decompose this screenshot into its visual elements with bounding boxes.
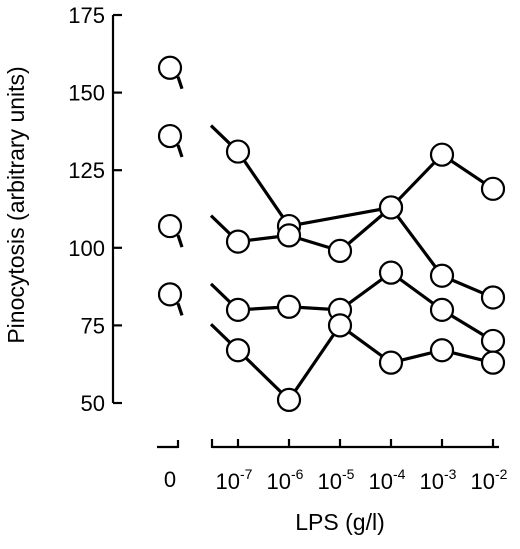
- control-tail: [176, 144, 184, 158]
- data-point-series-3: [378, 260, 404, 285]
- series-group: [209, 124, 494, 402]
- data-point-series-2: [429, 263, 455, 288]
- control-tail: [176, 76, 184, 90]
- data-point-series-3: [276, 294, 302, 319]
- y-tick-label: 175: [68, 3, 105, 28]
- y-axis-label: Pinocytosis (arbitrary units): [3, 66, 29, 343]
- data-point-series-1: [480, 176, 506, 201]
- series-line-4: [209, 323, 494, 402]
- data-point-series-2: [225, 229, 251, 254]
- data-point-control: [157, 123, 183, 149]
- y-tick-label: 125: [68, 158, 105, 183]
- control-tail: [176, 234, 184, 248]
- data-point-series-1: [225, 139, 251, 164]
- x-tick-label: 10-6: [267, 466, 304, 494]
- data-point-series-4: [276, 387, 302, 412]
- data-point-series-3: [225, 297, 251, 322]
- data-point-series-2: [480, 285, 506, 310]
- data-point-series-3: [429, 297, 455, 322]
- x-tick-label-control: 0: [164, 467, 176, 492]
- data-point-control: [157, 55, 183, 80]
- data-point-series-4: [327, 313, 353, 338]
- data-point-control: [157, 213, 183, 239]
- control-tail: [176, 302, 184, 316]
- x-tick-label: 10-4: [369, 466, 406, 494]
- data-point-series-4: [429, 338, 455, 363]
- data-point-series-2: [327, 238, 353, 264]
- y-tick-label: 150: [68, 81, 105, 106]
- y-tick-label: 100: [68, 236, 105, 261]
- data-point-control: [157, 282, 183, 307]
- points-group: [157, 55, 506, 412]
- data-point-series-4: [225, 338, 251, 363]
- x-tick-label: 10-7: [216, 466, 253, 494]
- x-axis-label: LPS (g/l): [295, 509, 384, 535]
- series-line-1: [209, 124, 494, 228]
- data-point-series-2: [276, 223, 302, 248]
- data-point-series-2: [378, 195, 404, 220]
- x-tick-label: 10-5: [318, 466, 355, 494]
- data-point-series-1: [429, 142, 455, 167]
- data-point-series-4: [480, 350, 506, 375]
- x-tick-label: 10-2: [471, 466, 508, 494]
- data-point-series-3: [480, 328, 506, 354]
- y-tick-label: 75: [81, 313, 105, 338]
- data-point-series-4: [378, 350, 404, 375]
- x-tick-label: 10-3: [420, 466, 457, 494]
- axes: 50 75 100 125 150 175 0 10-7 10-6 10-5 10-4 10-3 10-…: [68, 3, 507, 494]
- y-tick-label: 50: [81, 391, 105, 416]
